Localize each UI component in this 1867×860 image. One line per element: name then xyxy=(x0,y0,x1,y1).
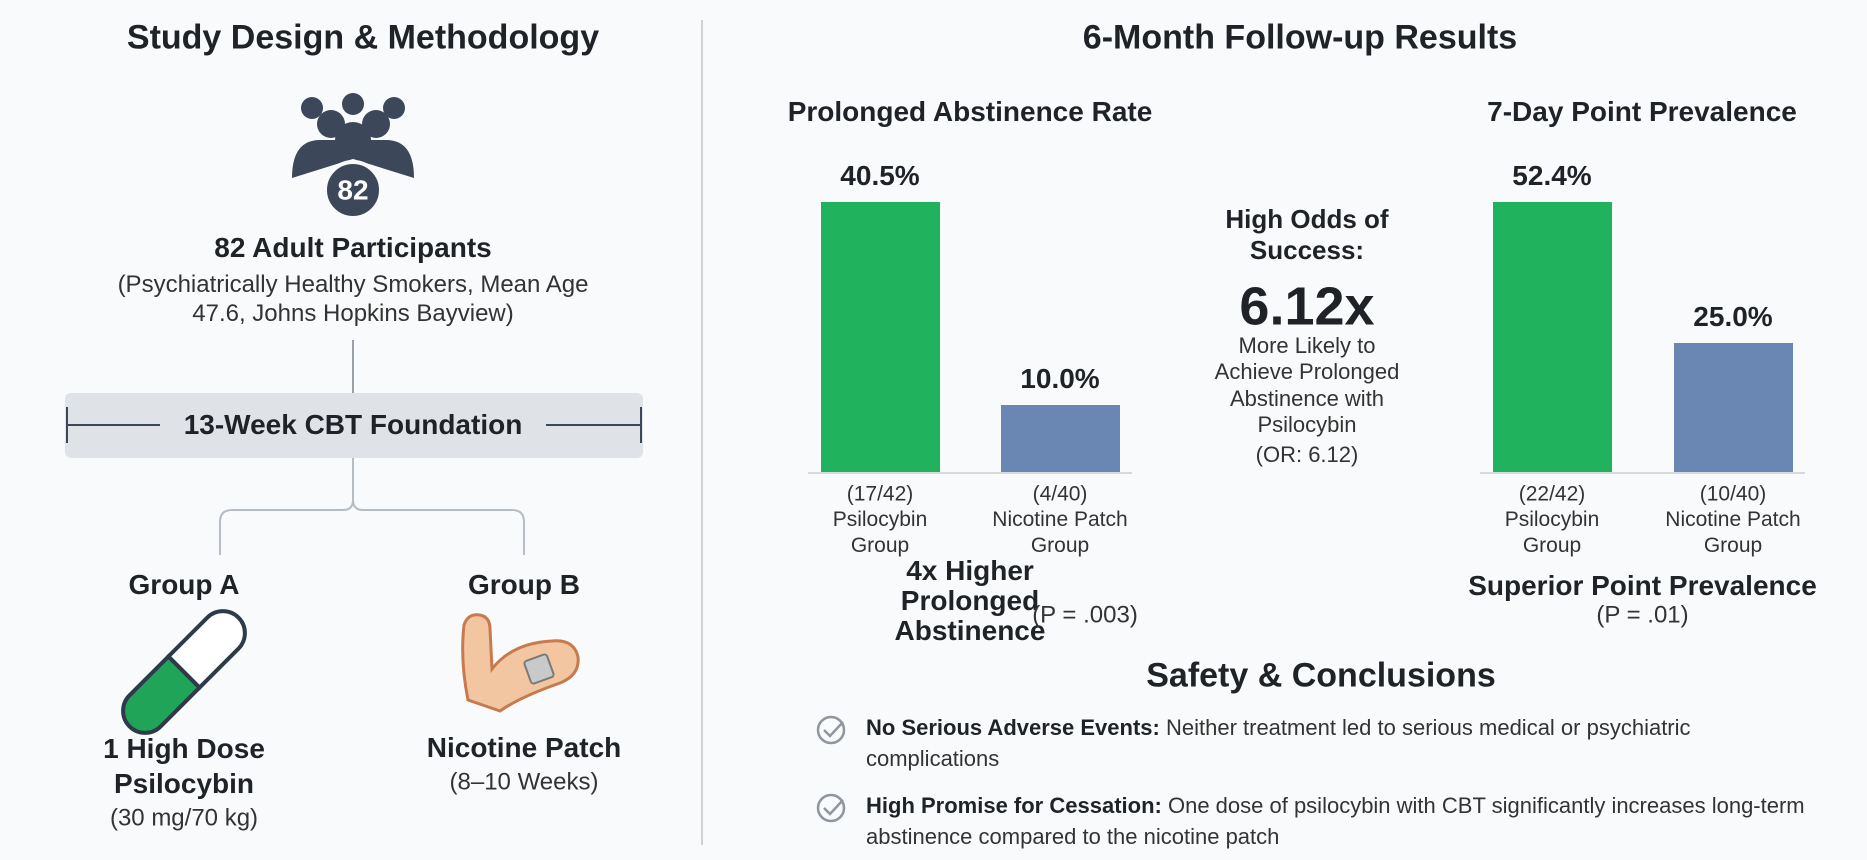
section-title: Safety & Conclusions xyxy=(1146,656,1496,697)
category-label: Psilocybin Group xyxy=(1477,507,1627,559)
value-label: 25.0% xyxy=(1693,300,1772,334)
arm-icon xyxy=(463,615,579,711)
count-label: (22/42) xyxy=(1519,481,1586,506)
item-heading: No Serious Adverse Events: xyxy=(866,715,1160,740)
count-label: (17/42) xyxy=(847,481,914,506)
branch xyxy=(220,458,524,555)
bar xyxy=(1493,202,1612,472)
axis-line xyxy=(1480,472,1805,474)
safety-item: No Serious Adverse Events: Neither treat… xyxy=(866,712,1826,774)
chart-stat: (P = .01) xyxy=(1596,602,1688,631)
check-icons xyxy=(818,717,844,821)
bar xyxy=(1001,405,1120,472)
chart-caption: Superior Point Prevalence xyxy=(1468,569,1817,603)
odds-text: More Likely to Achieve Prolonged Abstine… xyxy=(1200,333,1415,439)
participants-detail: (Psychiatrically Healthy Smokers, Mean A… xyxy=(103,271,603,329)
count-label: (4/40) xyxy=(1033,481,1088,506)
group-label: Group B xyxy=(468,568,580,602)
odds-value: 6.12x xyxy=(1239,275,1374,340)
pill-icon xyxy=(114,602,254,742)
category-label: Psilocybin Group xyxy=(805,507,955,559)
people-icon: 82 xyxy=(292,93,414,218)
category-label: Nicotine Patch Group xyxy=(985,507,1135,559)
group-detail: (8–10 Weeks) xyxy=(450,769,599,798)
odds-heading: High Odds of Success: xyxy=(1212,204,1402,266)
group-treatment: 1 High Dose Psilocybin xyxy=(84,731,284,801)
chart-title: 7-Day Point Prevalence xyxy=(1487,95,1797,129)
group-treatment: Nicotine Patch xyxy=(427,731,621,765)
foundation-label: 13-Week CBT Foundation xyxy=(184,408,523,442)
value-label: 40.5% xyxy=(840,159,919,193)
section-title: 6-Month Follow-up Results xyxy=(1083,18,1517,59)
count-label: (10/40) xyxy=(1700,481,1767,506)
group-detail: (30 mg/70 kg) xyxy=(110,805,258,834)
chart-title: Prolonged Abstinence Rate xyxy=(788,95,1153,129)
icon-count: 82 xyxy=(337,174,368,205)
bar xyxy=(821,202,940,472)
safety-item: High Promise for Cessation: One dose of … xyxy=(866,790,1826,852)
chart-stat: (P = .003) xyxy=(1032,602,1138,631)
bar xyxy=(1674,343,1793,472)
section-title: Study Design & Methodology xyxy=(127,18,599,59)
value-label: 10.0% xyxy=(1020,363,1099,397)
group-label: Group A xyxy=(129,568,240,602)
category-label: Nicotine Patch Group xyxy=(1658,507,1808,559)
value-label: 52.4% xyxy=(1512,159,1591,193)
item-heading: High Promise for Cessation: xyxy=(866,793,1162,818)
page: 82 Study Design & Methodology 82 Adult P… xyxy=(0,0,1867,860)
axis-line xyxy=(808,472,1132,474)
participants-heading: 82 Adult Participants xyxy=(214,231,491,265)
odds-note: (OR: 6.12) xyxy=(1256,442,1359,468)
